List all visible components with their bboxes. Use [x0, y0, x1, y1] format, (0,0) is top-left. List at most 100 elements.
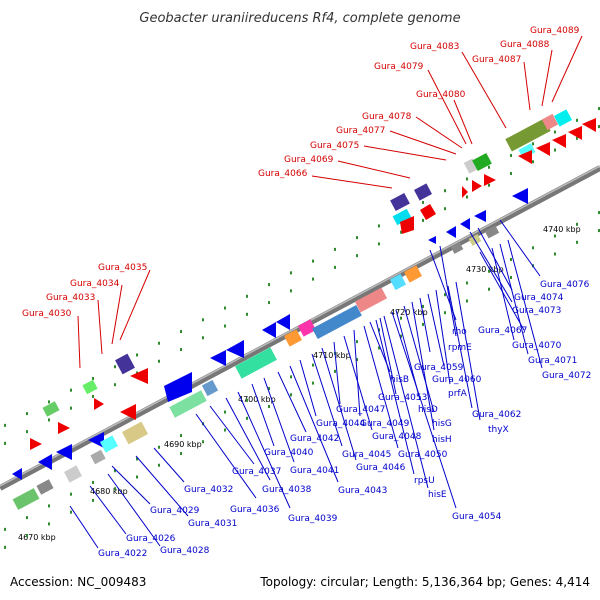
gene-label: Gura_4038 [262, 485, 312, 495]
gene-feature [226, 340, 244, 358]
tick-dot [136, 475, 138, 479]
gene-feature [56, 444, 72, 460]
tick-dot [180, 452, 182, 455]
gene-feature [428, 236, 436, 244]
tick-dot [444, 311, 446, 315]
tick-dot [312, 277, 314, 281]
gene-label: hisE [428, 490, 447, 500]
gene-label: Gura_4045 [342, 450, 391, 460]
tick-dot [400, 316, 402, 320]
tick-dot [70, 492, 72, 496]
scale-label: 4700 kbp [238, 395, 276, 404]
gene-feature [284, 329, 302, 347]
tick-dot [92, 376, 94, 380]
scale-label: 4730 kbp [466, 265, 504, 274]
tick-dot [268, 405, 270, 409]
gene-feature [12, 488, 40, 510]
gene-label: Gura_4041 [290, 466, 339, 476]
tick-dot [510, 276, 512, 279]
tick-dot [554, 130, 556, 134]
tick-dot [356, 236, 358, 240]
tick-dot [510, 172, 512, 175]
tick-dot [334, 247, 336, 251]
gene-label: hisG [432, 419, 452, 429]
tick-dot [510, 154, 512, 157]
gene-label: Gura_4037 [232, 467, 281, 477]
tick-dot [598, 211, 600, 215]
gene-label: Gura_4031 [188, 519, 237, 529]
tick-dot [598, 125, 600, 129]
reverse-strand-labels: Gura_4022 Gura_4026 Gura_4028 Gura_4029 … [69, 219, 591, 559]
tick-dot [576, 136, 578, 140]
tick-dot [444, 293, 446, 297]
gene-feature [582, 118, 596, 132]
gene-feature [94, 398, 104, 410]
gene-feature [420, 204, 436, 220]
tick-dot [334, 369, 336, 373]
gene-label: Gura_4078 [362, 112, 412, 122]
gene-label: Gura_4030 [22, 309, 72, 319]
gene-feature [235, 347, 277, 379]
gene-feature [88, 432, 104, 448]
gene-label: Gura_4044 [316, 419, 366, 429]
tick-dot [576, 222, 578, 226]
tick-dot [26, 516, 28, 520]
gene-label: Gura_4054 [452, 512, 502, 522]
tick-dot [488, 287, 490, 291]
gene-feature [389, 273, 407, 291]
gene-feature [115, 353, 135, 375]
gene-feature [82, 379, 98, 395]
tick-dot [158, 341, 160, 345]
tick-dot [290, 375, 292, 379]
gene-feature [164, 372, 192, 402]
gene-label: Gura_4022 [98, 549, 147, 559]
tick-dot [158, 359, 160, 363]
gene-feature [400, 216, 414, 234]
gene-feature [42, 401, 60, 417]
tick-dot [180, 348, 182, 351]
gene-feature [58, 422, 70, 434]
gene-label: Gura_4088 [500, 40, 550, 50]
gene-label: rpmE [448, 343, 472, 353]
gene-feature [450, 242, 464, 254]
tick-dot [290, 289, 292, 293]
gene-feature [484, 174, 496, 186]
gene-label: Gura_4076 [540, 280, 590, 290]
gene-label: prfA [448, 389, 468, 399]
gene-feature [38, 454, 52, 470]
gene-label: Gura_4032 [184, 485, 233, 495]
tick-dot [114, 365, 116, 369]
tick-dot [466, 195, 468, 199]
tick-dot [444, 207, 446, 211]
tick-dot [466, 299, 468, 303]
tick-dot [400, 230, 402, 234]
reverse-strand-features [12, 188, 528, 510]
gene-label: thyX [488, 425, 509, 435]
gene-label: Gura_4053 [378, 393, 427, 403]
tick-dot [180, 330, 182, 333]
gene-feature [462, 186, 468, 198]
gene-label: Gura_4035 [98, 263, 147, 273]
tick-dot [598, 229, 600, 233]
gene-feature [30, 438, 42, 450]
tick-dot [224, 324, 226, 328]
tick-dot [92, 480, 94, 484]
gene-label: hisH [432, 435, 452, 445]
forward-strand-labels: Gura_4030 Gura_4033 Gura_4034 Gura_4035 … [22, 26, 583, 369]
gene-feature [404, 265, 422, 283]
scale-label: 4710 kbp [313, 351, 351, 360]
tick-dot [422, 322, 424, 326]
tick-dot [26, 534, 28, 538]
tick-dot [356, 254, 358, 258]
tick-dot [532, 142, 534, 146]
tick-dot [290, 393, 292, 397]
tick-dot [48, 504, 50, 508]
tick-dot [114, 487, 116, 491]
tick-dot [114, 469, 116, 473]
gene-feature [90, 449, 106, 465]
scale-label: 4670 kbp [18, 533, 56, 542]
gene-feature [552, 134, 566, 148]
gene-feature [472, 152, 492, 172]
gene-label: Gura_4039 [288, 514, 338, 524]
tick-dot [576, 240, 578, 244]
